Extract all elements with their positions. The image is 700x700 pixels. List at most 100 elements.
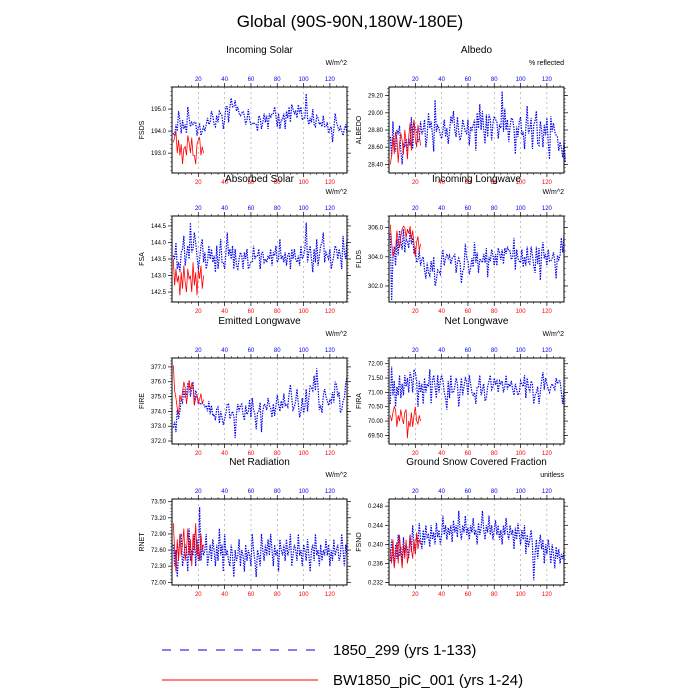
y-axis-label: FSNO xyxy=(356,532,363,552)
x-tick-label-top: 60 xyxy=(248,77,255,83)
x-tick-label-top: 20 xyxy=(195,206,202,212)
y-tick-label: 70.00 xyxy=(368,419,384,425)
plot-frame xyxy=(388,86,565,174)
x-tick-label-bottom: 60 xyxy=(248,592,255,598)
y-tick-label: 28.40 xyxy=(368,162,384,168)
x-tick-label-top: 120 xyxy=(325,348,336,354)
y-tick-label: 193.0 xyxy=(151,151,167,157)
y-tick-label: 143.5 xyxy=(151,257,167,263)
x-tick-label-top: 80 xyxy=(491,489,498,495)
x-tick-label-top: 100 xyxy=(299,77,310,83)
y-tick-label: 72.30 xyxy=(151,564,167,570)
y-tick-label: 29.20 xyxy=(368,94,384,100)
y-tick-label: 71.50 xyxy=(368,376,384,382)
x-tick-label-top: 80 xyxy=(491,77,498,83)
series-line-1850-299 xyxy=(389,366,565,410)
x-tick-label-top: 40 xyxy=(438,489,445,495)
series-line-1850-299 xyxy=(389,91,566,165)
series-line-1850-299 xyxy=(172,93,348,143)
x-tick-label-bottom: 40 xyxy=(221,451,228,457)
y-tick-label: 72.90 xyxy=(151,532,167,538)
x-tick-label-bottom: 40 xyxy=(438,180,445,186)
y-tick-label: 373.0 xyxy=(151,424,167,430)
x-tick-label-bottom: 40 xyxy=(221,180,228,186)
x-tick-label-bottom: 80 xyxy=(274,309,281,315)
units-label: W/m^2 xyxy=(325,331,347,338)
x-tick-label-top: 100 xyxy=(516,489,527,495)
x-tick-label-top: 80 xyxy=(274,77,281,83)
panel-grid: Incoming Solar W/m^2 FSDS 20 20 40 40 60 60 80 80 1… xyxy=(139,45,568,598)
plot-frame xyxy=(388,215,565,303)
y-axis-label: ALBEDO xyxy=(356,115,363,144)
y-axis-label: FIRA xyxy=(356,393,363,409)
x-tick-label-top: 100 xyxy=(516,206,527,212)
panel-title: Albedo xyxy=(461,45,493,56)
y-axis-label: FIRE xyxy=(139,393,146,409)
y-axis-label: FLDS xyxy=(356,250,363,268)
x-tick-label-bottom: 80 xyxy=(491,592,498,598)
x-tick-label-bottom: 20 xyxy=(412,309,419,315)
plot-frame xyxy=(388,357,565,445)
x-tick-label-top: 20 xyxy=(195,489,202,495)
x-tick-label-bottom: 80 xyxy=(274,451,281,457)
y-axis-label: FSDS xyxy=(139,120,146,139)
x-tick-label-top: 40 xyxy=(438,348,445,354)
x-tick-label-bottom: 20 xyxy=(412,592,419,598)
x-tick-label-top: 60 xyxy=(465,77,472,83)
y-tick-label: 71.00 xyxy=(368,390,384,396)
x-tick-label-bottom: 60 xyxy=(248,451,255,457)
x-tick-label-top: 120 xyxy=(542,489,553,495)
y-tick-label: 195.0 xyxy=(151,107,167,113)
x-tick-label-bottom: 60 xyxy=(465,180,472,186)
x-tick-label-top: 100 xyxy=(516,348,527,354)
panel-title: Incoming Longwave xyxy=(432,174,521,185)
panel-flds: Incoming Longwave W/m^2 FLDS 20 20 40 40 60 60 80… xyxy=(356,174,568,315)
units-label: W/m^2 xyxy=(325,472,347,479)
y-tick-label: 372.0 xyxy=(151,439,167,445)
x-tick-label-top: 120 xyxy=(325,206,336,212)
panel-title: Net Longwave xyxy=(445,316,509,327)
y-tick-label: 72.00 xyxy=(151,580,167,586)
x-tick-label-bottom: 40 xyxy=(438,451,445,457)
y-tick-label: 73.50 xyxy=(151,500,167,506)
x-tick-label-bottom: 100 xyxy=(516,592,527,598)
y-axis-label: RNET xyxy=(139,532,146,552)
x-tick-label-top: 40 xyxy=(438,206,445,212)
series-line-1850-299 xyxy=(172,507,348,577)
x-tick-label-bottom: 100 xyxy=(516,180,527,186)
y-tick-label: 376.0 xyxy=(151,380,167,386)
x-tick-label-top: 120 xyxy=(542,77,553,83)
x-tick-label-top: 40 xyxy=(438,77,445,83)
series-line-bw1850-picontrol xyxy=(389,532,421,569)
x-tick-label-bottom: 20 xyxy=(412,451,419,457)
x-tick-label-top: 120 xyxy=(325,489,336,495)
legend: 1850_299 (yrs 1-133) BW1850_piC_001 (yrs… xyxy=(162,642,523,689)
x-tick-label-bottom: 80 xyxy=(274,180,281,186)
y-tick-label: 0.232 xyxy=(368,581,384,587)
plot-frame xyxy=(171,86,348,174)
y-tick-label: 143.0 xyxy=(151,274,167,280)
x-tick-label-top: 80 xyxy=(491,206,498,212)
x-tick-label-top: 40 xyxy=(221,489,228,495)
panel-title: Ground Snow Covered Fraction xyxy=(406,457,547,468)
x-tick-label-top: 120 xyxy=(325,77,336,83)
legend-label-1850-299: 1850_299 (yrs 1-133) xyxy=(333,642,476,659)
series-line-1850-299 xyxy=(389,229,565,301)
x-tick-label-bottom: 20 xyxy=(195,592,202,598)
panel-rnet: Net Radiation W/m^2 RNET 20 20 40 40 60 60 80 80 10… xyxy=(139,457,351,598)
x-tick-label-top: 60 xyxy=(248,348,255,354)
x-tick-label-top: 60 xyxy=(465,206,472,212)
x-tick-label-bottom: 60 xyxy=(248,309,255,315)
x-tick-label-top: 20 xyxy=(412,206,419,212)
x-tick-label-bottom: 120 xyxy=(325,180,336,186)
series-line-bw1850-picontrol xyxy=(389,119,421,165)
x-tick-label-top: 120 xyxy=(542,348,553,354)
x-tick-label-bottom: 60 xyxy=(465,592,472,598)
series-line-bw1850-picontrol xyxy=(172,131,204,165)
x-tick-label-bottom: 120 xyxy=(325,309,336,315)
panel-fira: Net Longwave W/m^2 FIRA 20 20 40 40 60 60 80 80 100… xyxy=(356,316,568,457)
x-tick-label-top: 20 xyxy=(412,489,419,495)
x-tick-label-bottom: 60 xyxy=(465,309,472,315)
x-tick-label-bottom: 100 xyxy=(299,451,310,457)
x-tick-label-top: 120 xyxy=(542,206,553,212)
